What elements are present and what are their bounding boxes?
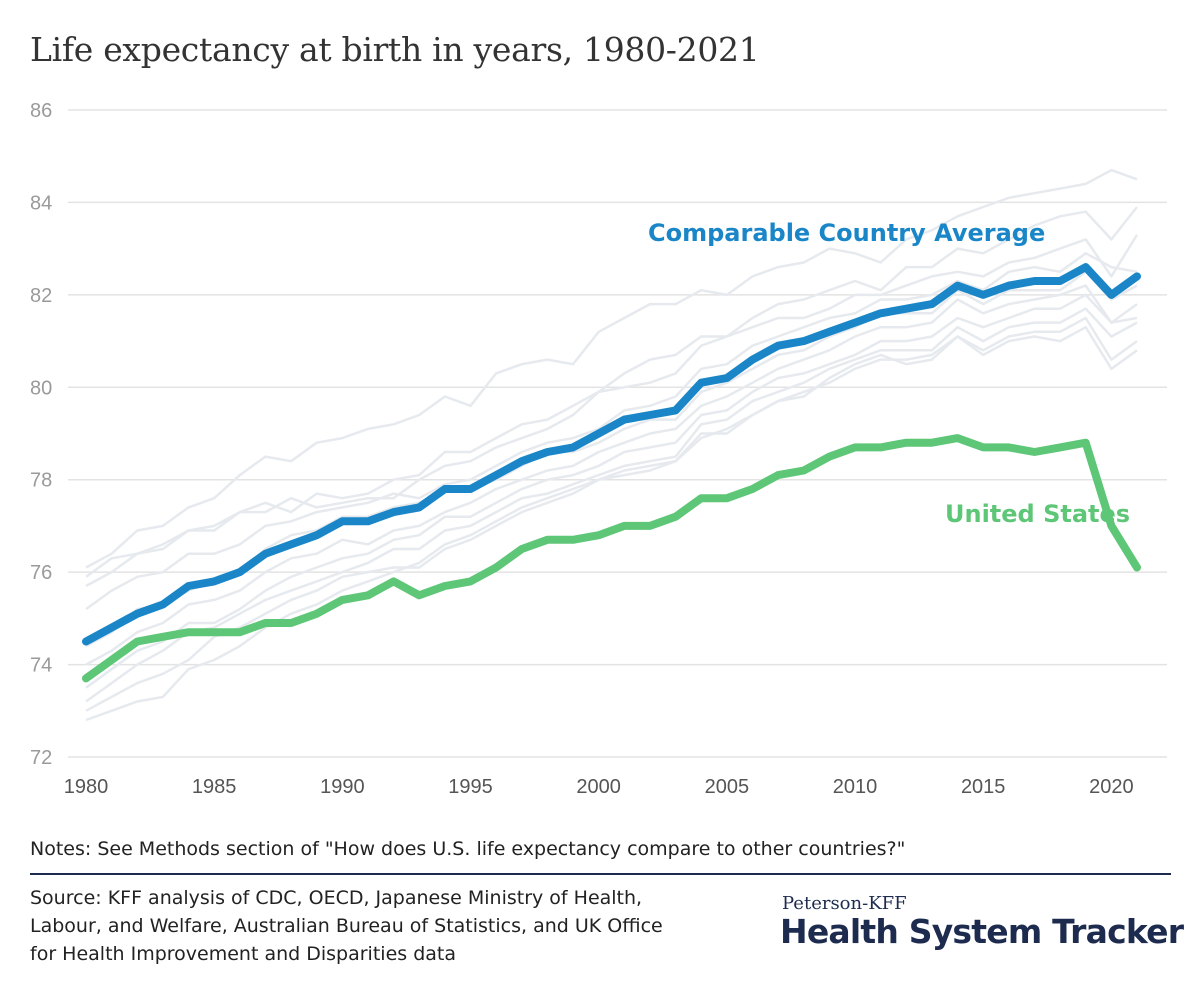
highlighted-series [82, 263, 1141, 683]
background-country-line-1 [85, 168, 1138, 569]
chart-title: Life expectancy at birth in years, 1980-… [30, 30, 760, 69]
brand-logo-text: Health System Tracker [780, 912, 1184, 951]
united-states-line [82, 434, 1141, 683]
x-tick-label: 2000 [576, 776, 621, 798]
united-states-label: United States [945, 500, 1130, 528]
chart-source: Source: KFF analysis of CDC, OECD, Japan… [30, 887, 663, 965]
y-axis-ticks: 72 74 76 78 80 82 84 86 [30, 100, 52, 769]
background-country-line-4 [85, 252, 1138, 611]
background-country-line-10 [85, 325, 1138, 722]
x-tick-label: 1990 [320, 776, 365, 798]
x-tick-label: 2010 [833, 776, 878, 798]
y-tick-label: 72 [30, 747, 52, 769]
y-tick-label: 76 [30, 562, 52, 584]
background-country-line-7 [85, 293, 1138, 689]
x-tick-label: 1980 [64, 776, 109, 798]
comparable-country-average-line [82, 263, 1141, 646]
y-tick-label: 78 [30, 470, 52, 492]
chart-notes: Notes: See Methods section of "How does … [30, 838, 906, 860]
background-country-line-3 [85, 234, 1139, 588]
x-axis-ticks: 1980 1985 1990 1995 2000 2005 2010 2015 2020 [64, 776, 1134, 798]
background-country-lines [85, 168, 1139, 722]
background-country-line-8 [85, 307, 1138, 703]
line-chart: 72 74 76 78 80 82 84 86 1980 1985 1990 1995 2000 200… [30, 100, 1167, 798]
y-tick-label: 82 [30, 285, 52, 307]
x-tick-label: 2020 [1089, 776, 1134, 798]
divider [30, 873, 1171, 875]
y-tick-label: 86 [30, 100, 52, 122]
x-tick-label: 2015 [961, 776, 1006, 798]
y-tick-label: 80 [30, 377, 52, 399]
x-tick-label: 1995 [448, 776, 493, 798]
background-country-line-6 [85, 284, 1138, 666]
y-tick-label: 74 [30, 655, 52, 677]
brand-name-small: Peterson-KFF [782, 893, 907, 914]
grid-lines [68, 109, 1167, 758]
x-tick-label: 1985 [192, 776, 237, 798]
y-tick-label: 84 [30, 192, 52, 214]
background-country-line-2 [85, 206, 1138, 578]
comparable-country-label: Comparable Country Average [648, 219, 1045, 247]
x-tick-label: 2005 [705, 776, 750, 798]
